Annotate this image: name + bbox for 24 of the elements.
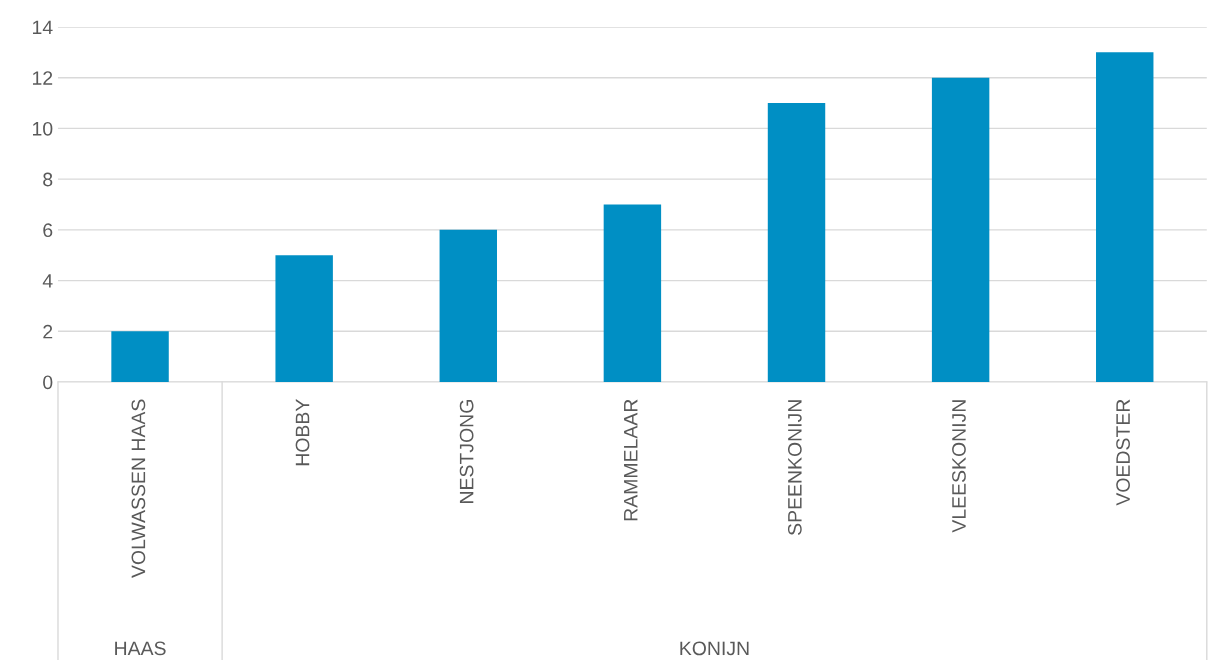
x-tick-label: NESTJONG xyxy=(459,400,474,503)
bar xyxy=(767,103,826,382)
x-tick-label: VOLWASSEN HAAS xyxy=(131,399,146,578)
x-tick-label: VOEDSTER xyxy=(1116,399,1130,506)
y-tick-label: 12 xyxy=(33,71,53,85)
x-tick-label: RAMMELAAR xyxy=(624,399,638,521)
x-tick-label: SPEENKONIJN xyxy=(787,400,802,536)
text: HAAS xyxy=(115,641,166,656)
y-tick-label: 6 xyxy=(43,223,53,238)
x-tick-label: HOBBY xyxy=(295,399,310,466)
text: KONIJN xyxy=(680,641,749,656)
y-tick-label: 14 xyxy=(33,20,53,35)
bar xyxy=(931,77,990,382)
bar xyxy=(111,331,169,382)
bar xyxy=(275,255,333,382)
bar xyxy=(603,204,662,382)
y-tick-label: 0 xyxy=(43,375,53,390)
bar xyxy=(1096,52,1154,382)
y-tick-label: 8 xyxy=(43,172,53,187)
y-tick-label: 4 xyxy=(42,274,53,288)
x-tick-label: VLEESKONIJN xyxy=(952,400,966,533)
y-tick-label: 2 xyxy=(43,324,53,339)
y-tick-label: 10 xyxy=(33,121,53,136)
bar xyxy=(439,229,497,382)
